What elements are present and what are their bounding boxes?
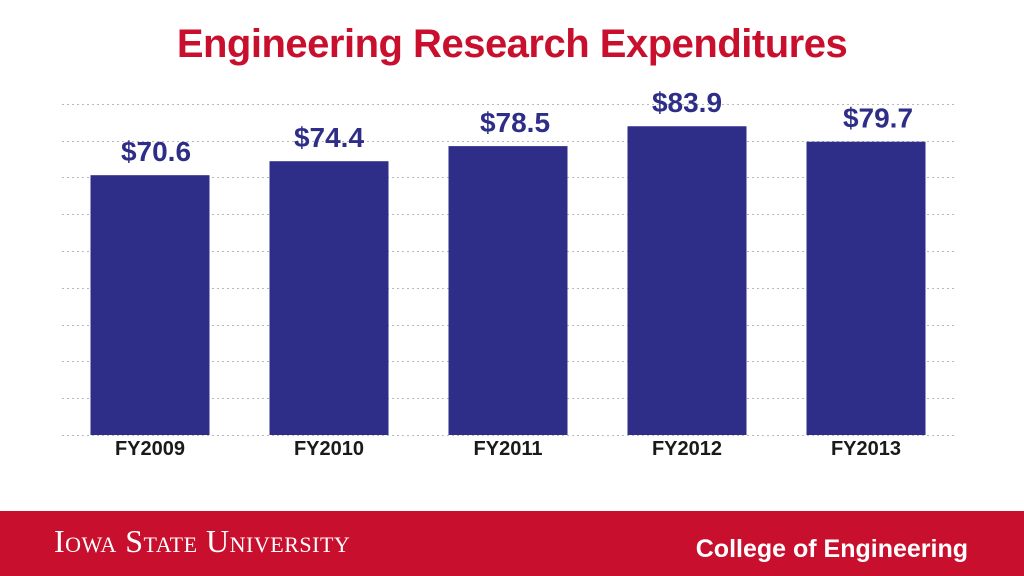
- x-tick-fy2009: FY2009: [115, 438, 185, 460]
- data-label-fy2012: $83.9: [652, 87, 722, 118]
- data-labels: $70.6 $74.4 $78.5 $83.9 $79.7: [121, 87, 913, 167]
- bar-fy2009: [90, 175, 210, 435]
- bar-chart: $70.6 $74.4 $78.5$83.9 $79.7 FY2009 FY2010 FY…: [62, 87, 954, 460]
- university-wordmark: Iowa State University: [54, 523, 351, 559]
- college-name: College of Engineering: [695, 535, 968, 563]
- bars: [90, 126, 926, 436]
- x-tick-fy2011: FY2011: [474, 438, 543, 460]
- x-tick-fy2013: FY2013: [831, 438, 901, 460]
- x-tick-fy2012: FY2012: [652, 438, 722, 460]
- footer-bar: Iowa State University College of Enginee…: [0, 511, 1024, 576]
- bar-fy2012: [627, 126, 747, 436]
- chart-title: Engineering Research Expenditures: [176, 22, 848, 66]
- data-label-fy2013: $79.7: [843, 103, 913, 134]
- data-label-fy2010: $74.4: [294, 122, 364, 153]
- bar-fy2011: [448, 146, 568, 435]
- data-label-fy2011: $78.5: [480, 107, 550, 138]
- x-axis-tick-labels: FY2009 FY2010 FY2011 FY2012 FY2013: [115, 438, 901, 460]
- x-tick-fy2010: FY2010: [294, 438, 364, 460]
- bar-fy2010: [269, 161, 389, 435]
- bar-fy2013: [806, 141, 926, 436]
- data-label-fy2009: $70.6: [121, 136, 191, 167]
